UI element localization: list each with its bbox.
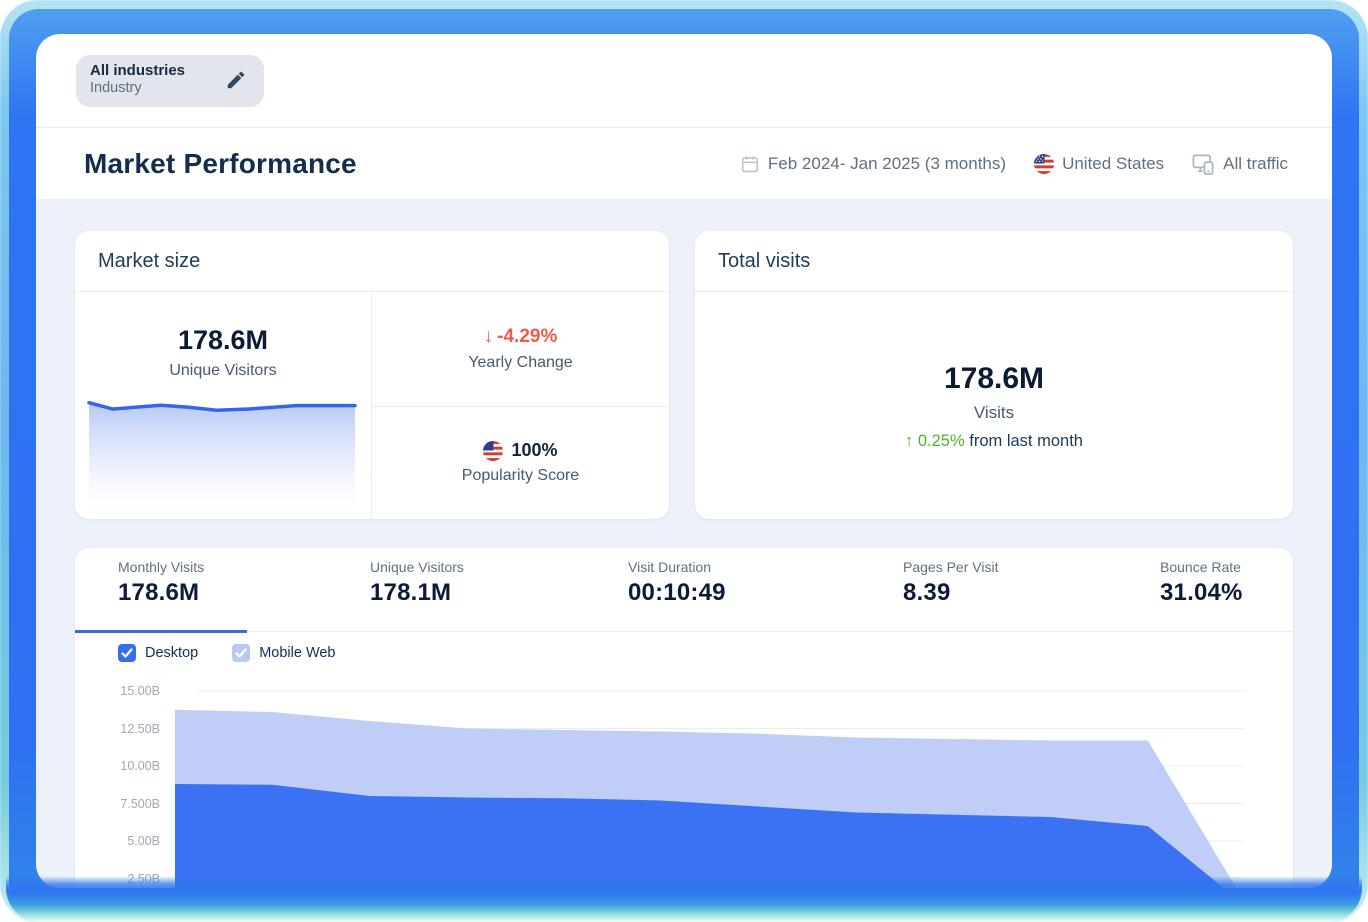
yearly-change-cell: ↓ -4.29% Yearly Change [372, 293, 669, 406]
tab-value: 178.1M [370, 579, 452, 606]
y-axis-tick: 12.50B [120, 721, 160, 736]
traffic-filter-text: All traffic [1223, 153, 1288, 173]
edit-pencil-icon[interactable] [225, 69, 247, 91]
chart-legend: Desktop Mobile Web [118, 644, 336, 662]
market-size-right-column: ↓ -4.29% Yearly Change [372, 293, 669, 519]
tab-unique-visitors[interactable]: Unique Visitors 178.1M [327, 548, 585, 631]
market-size-card: Market size 178.6M Unique Visitors ↓ -4.2… [75, 231, 669, 519]
traffic-filter-selector[interactable]: All traffic [1192, 153, 1288, 175]
tab-label: Pages Per Visit [903, 559, 999, 575]
traffic-area-chart[interactable] [160, 683, 1250, 888]
down-arrow-icon: ↓ [483, 326, 494, 348]
unique-visitors-value: 178.6M [177, 325, 269, 355]
total-visits-card: Total visits 178.6M Visits ↑ 0.25% from … [695, 231, 1293, 519]
country-selector[interactable]: United States [1034, 153, 1165, 174]
unique-visitors-sparkline [87, 392, 357, 518]
tab-value: 8.39 [903, 579, 951, 606]
legend-item-desktop[interactable]: Desktop [118, 644, 198, 662]
y-axis-tick: 15.00B [120, 684, 160, 698]
tab-label: Monthly Visits [118, 559, 205, 575]
tab-value: 00:10:49 [628, 579, 726, 606]
checkbox-desktop[interactable] [118, 644, 136, 662]
us-flag-icon [483, 440, 504, 461]
legend-item-mobile-web[interactable]: Mobile Web [232, 644, 336, 662]
popularity-value: 100% [511, 440, 558, 461]
unique-visitors-label: Unique Visitors [169, 362, 277, 379]
market-size-title: Market size [75, 231, 669, 292]
yearly-change-label: Yearly Change [468, 354, 573, 372]
unique-visitors-cell: 178.6M Unique Visitors [75, 293, 372, 519]
y-axis-tick: 7.500B [120, 796, 160, 811]
industry-filter-pill[interactable]: All industries Industry [76, 55, 264, 107]
metrics-tabs: Monthly Visits 178.6M Unique Visitors 178.1… [75, 548, 1293, 633]
tab-label: Unique Visitors [370, 559, 464, 575]
legend-label: Desktop [145, 645, 199, 661]
devices-icon [1192, 154, 1214, 175]
title-meta: Feb 2024- Jan 2025 (3 months) [740, 153, 1288, 175]
checkbox-mobile-web[interactable] [232, 644, 251, 662]
industry-filter-value: All industries [90, 62, 186, 79]
dashboard-body: Market size 178.6M Unique Visitors ↓ -4.2… [36, 199, 1332, 888]
yearly-change-value-row: ↓ -4.29% [484, 326, 558, 348]
date-range-text: Feb 2024- Jan 2025 (3 months) [767, 153, 1007, 173]
tab-monthly-visits[interactable]: Monthly Visits 178.6M [75, 548, 327, 633]
total-visits-change: ↑ 0.25% from last month [905, 432, 1083, 451]
header-divider [36, 127, 1332, 128]
up-arrow-icon: ↑ [905, 431, 914, 450]
total-visits-label: Visits [973, 402, 1015, 422]
market-size-grid: 178.6M Unique Visitors ↓ -4.29% Yearly Ch… [75, 293, 669, 519]
popularity-value-row: 100% [483, 440, 558, 461]
traffic-metrics-card: Monthly Visits 178.6M Unique Visitors 178.1… [75, 548, 1293, 888]
total-visits-value: 178.6M [943, 361, 1045, 395]
y-axis-tick: 2.50B [127, 871, 160, 886]
us-flag-icon [1034, 153, 1055, 174]
tab-label: Bounce Rate [1160, 559, 1241, 575]
tab-pages-per-visit[interactable]: Pages Per Visit 8.39 [860, 548, 1117, 631]
popularity-label: Popularity Score [461, 467, 580, 485]
yearly-change-value: -4.29% [497, 326, 558, 348]
date-range-selector[interactable]: Feb 2024- Jan 2025 (3 months) [740, 154, 1006, 174]
title-row: Market Performance Feb 2024- Jan 2025 (3… [36, 128, 1332, 199]
tab-value: 178.6M [118, 579, 200, 606]
tab-visit-duration[interactable]: Visit Duration 00:10:49 [585, 548, 860, 631]
total-visits-title: Total visits [695, 231, 1293, 292]
country-text: United States [1062, 153, 1165, 173]
total-visits-change-suffix: from last month [969, 431, 1083, 450]
tab-bounce-rate[interactable]: Bounce Rate 31.04% [1117, 548, 1293, 631]
y-axis-tick: 5.00B [127, 834, 160, 848]
calendar-icon [741, 155, 758, 172]
industry-filter-label: Industry [90, 80, 142, 96]
main-card: All industries Industry Market Performan… [36, 34, 1332, 888]
tab-value: 31.04% [1160, 579, 1243, 606]
popularity-score-cell: 100% Popularity Score [372, 405, 669, 520]
total-visits-body: 178.6M Visits ↑ 0.25% from last month [695, 293, 1293, 519]
y-axis-tick: 10.00B [120, 759, 160, 773]
page-title: Market Performance [84, 147, 357, 179]
total-visits-change-value: 0.25% [917, 431, 965, 450]
tab-label: Visit Duration [628, 559, 712, 575]
legend-label: Mobile Web [259, 645, 336, 661]
